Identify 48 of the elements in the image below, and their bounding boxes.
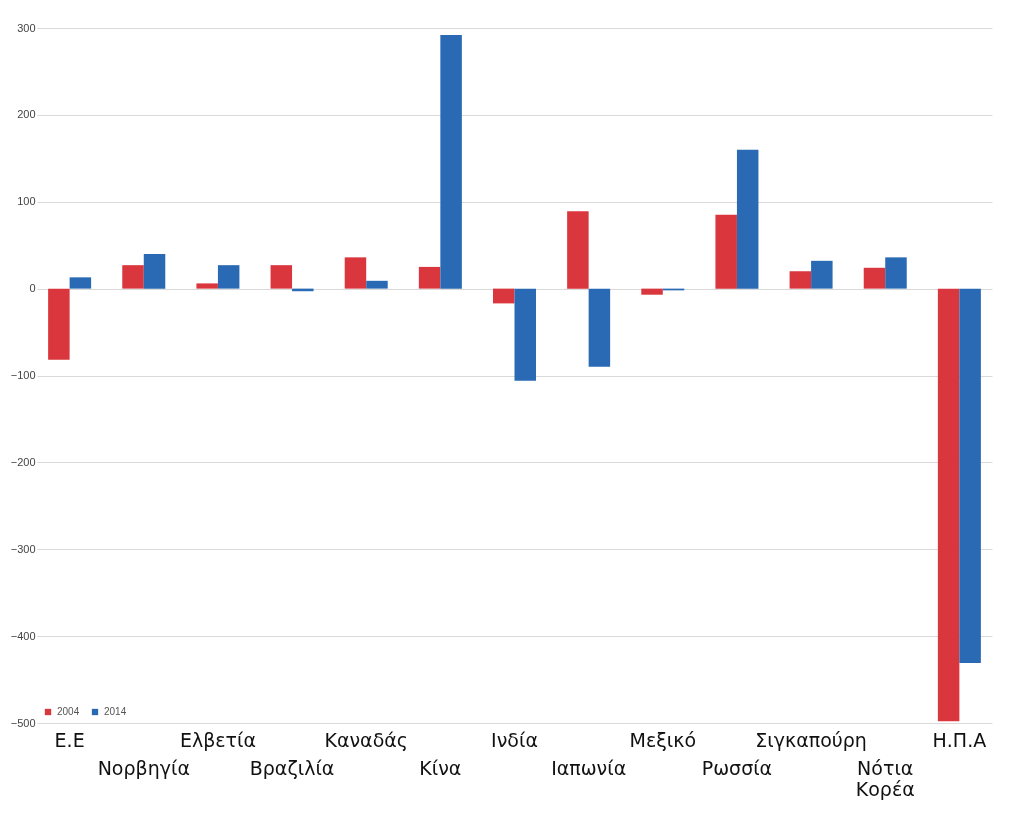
bar: [418, 266, 441, 289]
bar: [715, 214, 737, 289]
x-tick-label: Ρωσσία: [701, 756, 773, 779]
y-tick-label: −500: [10, 716, 36, 729]
bar: [811, 260, 833, 289]
bar: [69, 277, 92, 289]
bar: [885, 257, 907, 289]
bar: [863, 267, 886, 289]
y-tick-label: 100: [17, 195, 36, 208]
bar: [641, 288, 663, 295]
bar: [217, 265, 240, 289]
bar: [588, 288, 611, 367]
y-tick-label: −100: [10, 369, 36, 381]
legend-label: 2014: [104, 706, 127, 717]
bar: [344, 257, 367, 289]
x-tick-label: Μεξικό: [629, 728, 697, 751]
x-tick-label: Νότια Κορέα: [855, 756, 915, 800]
x-tick-label: Ινδία: [491, 728, 538, 751]
bar: [270, 265, 293, 289]
y-tick-label: 200: [17, 108, 36, 121]
bar: [959, 288, 981, 664]
x-tick-label: Ε.Ε: [54, 728, 85, 751]
x-tick-label: Νορβηγία: [97, 756, 190, 779]
bar: [366, 280, 388, 289]
x-tick-label: Ελβετία: [179, 728, 256, 751]
y-tick-label: −200: [10, 455, 36, 468]
bar: [789, 271, 812, 289]
bar: [122, 265, 144, 289]
y-tick-label: 0: [29, 282, 36, 295]
x-tick-label: Βραζιλία: [249, 756, 335, 779]
bar: [514, 288, 536, 381]
x-tick-label: Ιαπωνία: [551, 756, 627, 779]
y-tick-label: 300: [17, 21, 36, 34]
bar: [736, 149, 759, 289]
bar: [567, 211, 589, 289]
bar: [143, 253, 166, 289]
x-tick-label: Σιγκαπούρη: [755, 728, 867, 751]
bar: [493, 288, 515, 304]
y-tick-label: −300: [10, 542, 36, 555]
bar: [196, 283, 218, 289]
bar: [440, 34, 462, 289]
x-tick-label: Καναδάς: [324, 728, 408, 751]
x-tick-label: Η.Π.Α: [932, 728, 987, 751]
legend-label: 2004: [57, 706, 80, 717]
y-tick-label: −400: [10, 629, 36, 642]
bar: [937, 288, 960, 722]
x-tick-label: Κίνα: [419, 756, 462, 779]
bar: [48, 288, 70, 360]
